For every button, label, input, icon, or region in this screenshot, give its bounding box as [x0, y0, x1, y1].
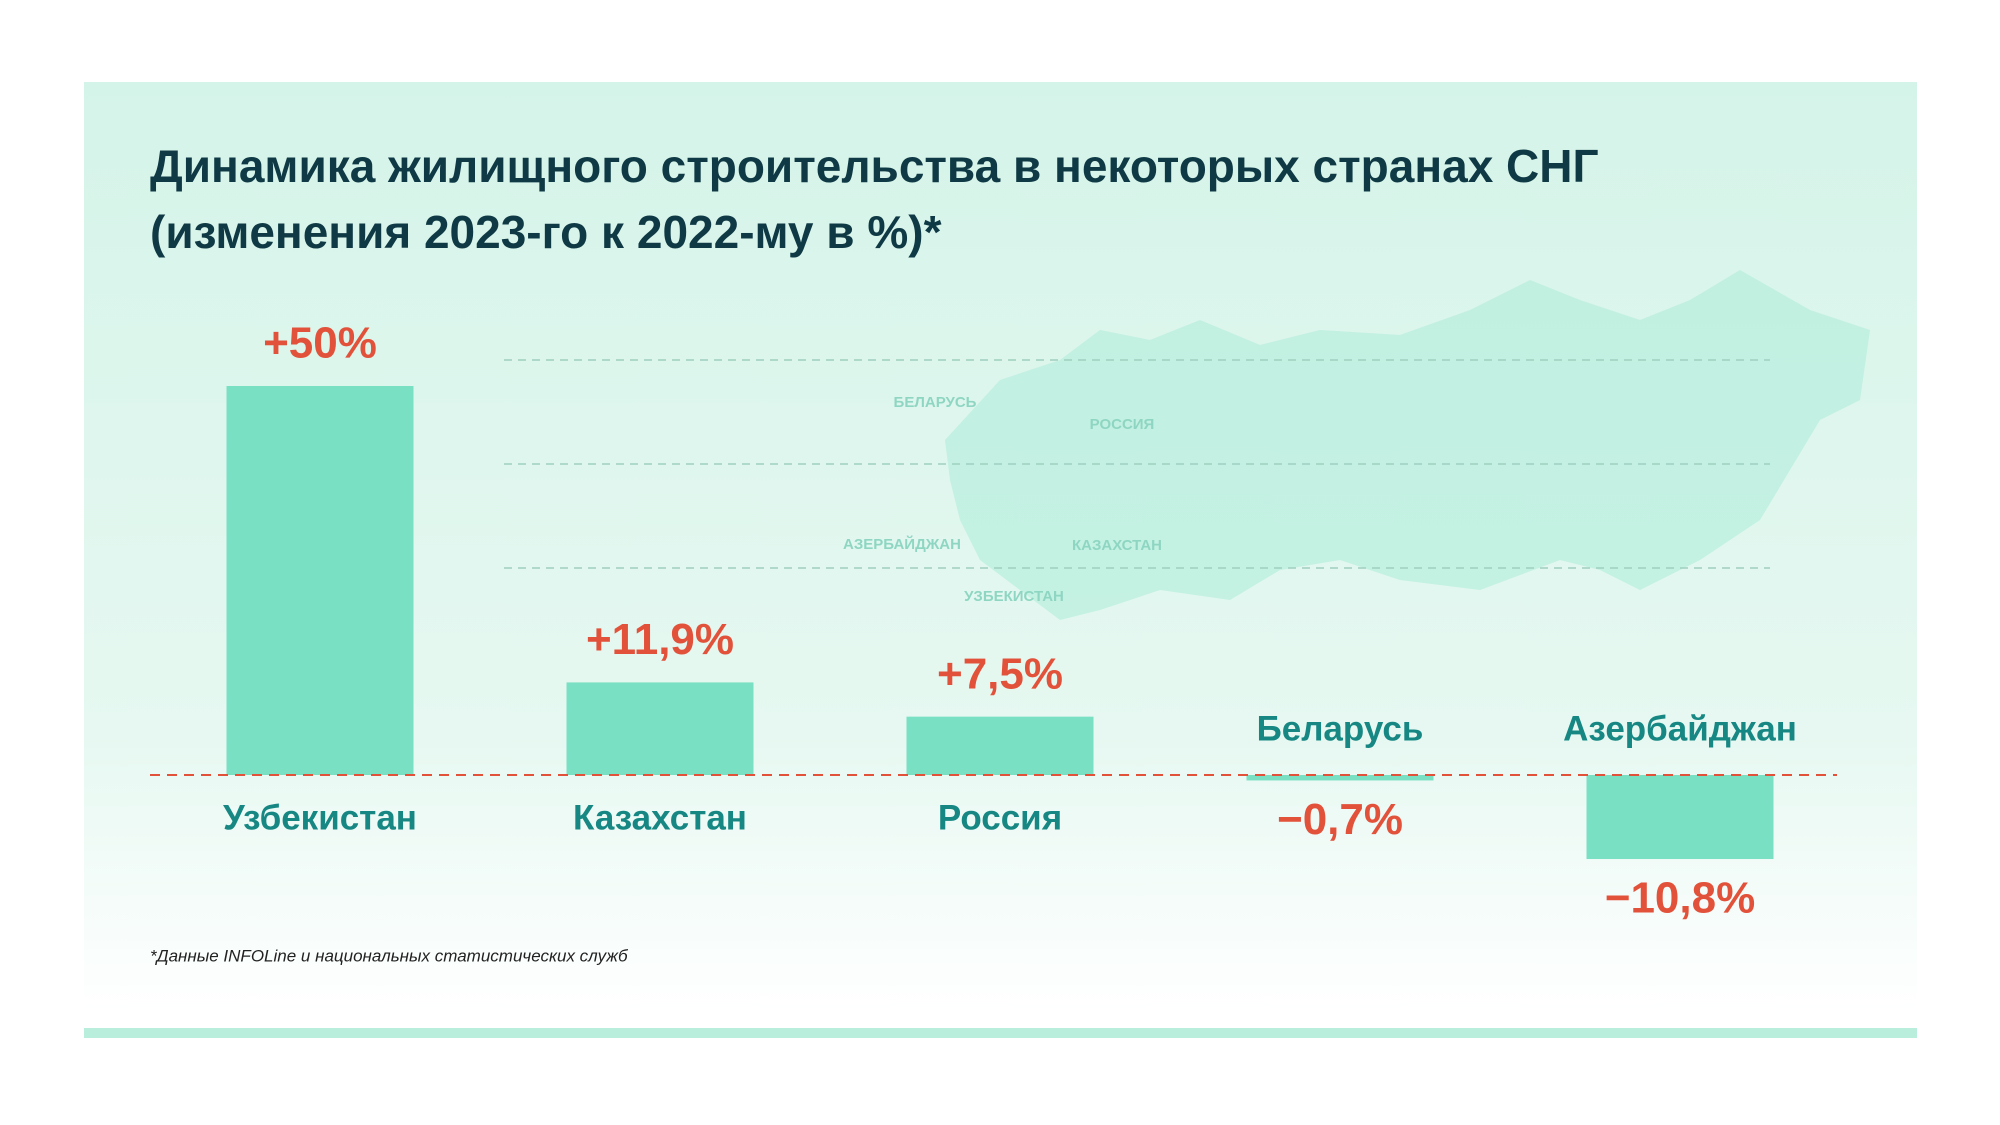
bar [1246, 775, 1434, 781]
value-label: −10,8% [1605, 874, 1755, 923]
map-shape [945, 270, 1870, 620]
value-label: +11,9% [586, 615, 734, 664]
bars: +50% Узбекистан +11,9% Казахстан +7,5% Россия… [223, 319, 1797, 923]
map-label: АЗЕРБАЙДЖАН [843, 535, 961, 553]
value-label: −0,7% [1277, 795, 1403, 844]
category-label: Азербайджан [1563, 709, 1797, 748]
map-label: БЕЛАРУСЬ [894, 394, 977, 411]
bottom-stripe [84, 1028, 1917, 1038]
category-label: Узбекистан [223, 798, 417, 837]
map-label: КАЗАХСТАН [1072, 537, 1162, 554]
category-label: Казахстан [573, 798, 747, 837]
bar [566, 682, 754, 775]
bar [1586, 775, 1774, 860]
chart-subtitle: (изменения 2023-го к 2022-му в %)* [150, 206, 942, 258]
map-label: УЗБЕКИСТАН [964, 588, 1064, 605]
footnote: *Данные INFOLine и национальных статисти… [150, 946, 629, 965]
decor-lines [504, 359, 1770, 569]
bar [906, 716, 1094, 775]
category-label: Россия [938, 798, 1062, 837]
bar [226, 386, 414, 775]
category-label: Беларусь [1257, 709, 1424, 748]
value-label: +50% [263, 319, 377, 368]
chart-title: Динамика жилищного строительства в некот… [150, 140, 1599, 192]
map-label: РОССИЯ [1090, 416, 1155, 433]
value-label: +7,5% [937, 649, 1063, 698]
